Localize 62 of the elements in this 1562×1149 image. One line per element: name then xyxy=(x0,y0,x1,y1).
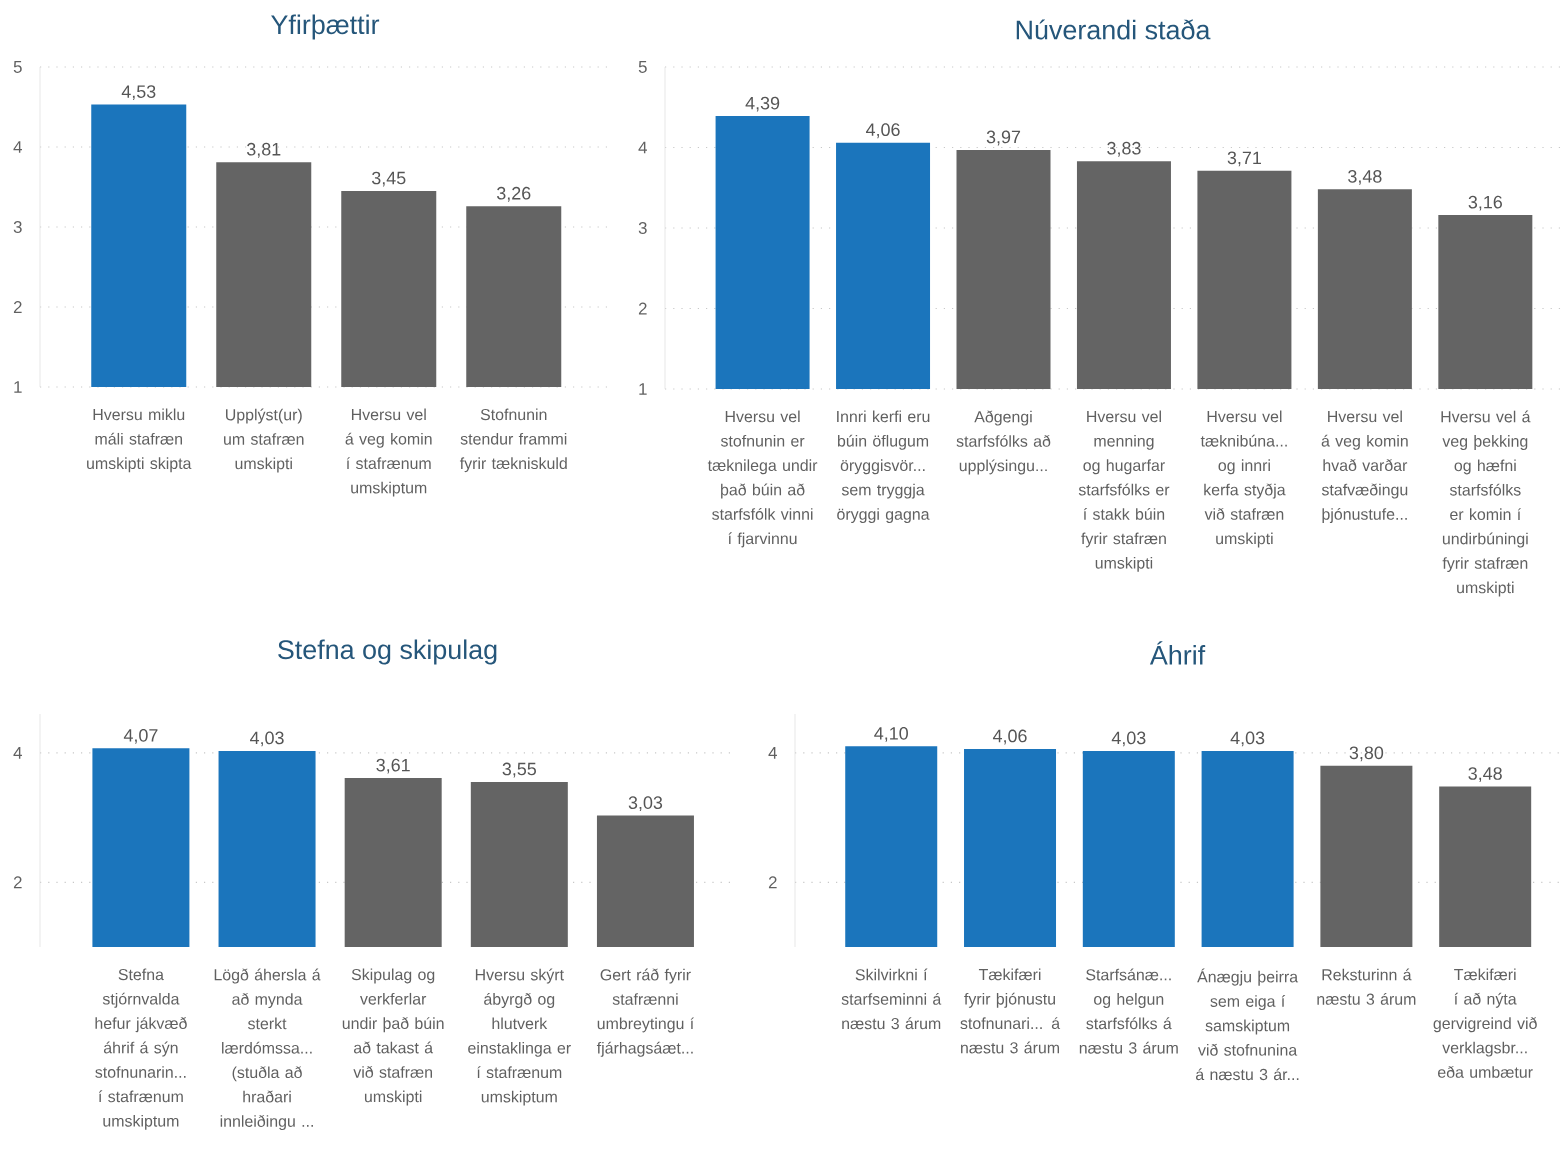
y-tick-label: 4 xyxy=(638,141,647,154)
y-tick-label: 2 xyxy=(13,876,22,889)
data-label: 3,71 xyxy=(1227,151,1261,167)
y-tick-label: 5 xyxy=(638,61,647,73)
data-label: 3,55 xyxy=(502,762,537,778)
y-tick-label: 3 xyxy=(13,220,22,233)
data-label: 3,03 xyxy=(628,796,663,812)
data-label: 3,45 xyxy=(371,171,406,187)
data-label: 3,61 xyxy=(376,758,410,774)
data-label: 4,39 xyxy=(745,96,780,112)
x-tick-label: Aðgengi starfsfólks að upplýsingu... xyxy=(956,410,1051,475)
x-tick-label: Hversu vel á veg þekking og hæfni starfsfólks er komin í undirbúningi fyrir stafræn umskipti xyxy=(1441,410,1531,597)
x-tick-label: Skilvirkni í starfseminni á næstu 3 árum xyxy=(841,968,942,1030)
chart-title: Yfirþættir xyxy=(271,14,380,40)
data-label: 4,07 xyxy=(123,728,158,744)
y-tick-label: 1 xyxy=(639,383,647,395)
chart-title: Núverandi staða xyxy=(1016,19,1211,40)
x-tick-label: Upplýst(ur) um stafræn umskipti xyxy=(224,408,304,473)
data-label: 3,26 xyxy=(496,186,531,202)
x-tick-label: Skipulag og verkferlar undir það búin að takast á við stafræn umskipti xyxy=(342,968,444,1106)
data-label: 3,80 xyxy=(1349,746,1384,762)
y-tick-label: 2 xyxy=(13,301,22,313)
data-label: 4,03 xyxy=(250,731,284,747)
x-tick-label: Hversu vel á veg komin í stafrænum umskiptum xyxy=(345,408,432,497)
y-tick-label: 4 xyxy=(768,747,777,759)
x-tick-label: Hversu vel tæknibúna... og innri kerfa styðja við stafræn umskipti xyxy=(1200,410,1287,548)
data-label: 4,10 xyxy=(874,727,908,742)
x-tick-label: Hversu vel á veg komin hvað varðar stafvæðingu þjónustufe... xyxy=(1321,410,1408,524)
y-tick-label: 2 xyxy=(638,302,647,315)
data-label: 3,81 xyxy=(246,142,281,158)
x-tick-label: Innri kerfi eru búin öflugum öryggisvör... sem tryggja öryggi gagna xyxy=(837,410,930,524)
x-tick-label: Starfsánæ... og helgun starfsfólks á næstu 3 árum xyxy=(1079,968,1178,1054)
x-tick-label: Tækifæri í að nýta gervigreind við verklagsbr... eða umbætur xyxy=(1433,968,1537,1078)
x-tick-label: Reksturinn á næstu 3 árum xyxy=(1317,968,1416,1005)
data-label: 4,53 xyxy=(121,85,156,101)
data-label: 3,97 xyxy=(986,130,1021,146)
x-tick-label: Hversu vel menning og hugarfar starfsfólks er í stakk búin fyrir stafræn umskipti xyxy=(1078,410,1170,572)
x-tick-label: Stofnunin stendur frammi fyrir tækniskuld xyxy=(459,408,567,473)
data-label: 4,06 xyxy=(992,729,1027,745)
data-label: 4,06 xyxy=(865,123,900,139)
x-tick-label: Hversu miklu máli stafræn umskipti skipta xyxy=(87,408,192,473)
y-tick-label: 4 xyxy=(13,141,22,153)
y-tick-label: 4 xyxy=(13,747,22,759)
x-tick-label: Tækifæri fyrir þjónustu stofnunari... á næstu 3 árum xyxy=(960,968,1061,1054)
y-tick-label: 3 xyxy=(638,221,647,234)
chart-title: Áhrif xyxy=(1149,641,1206,665)
x-tick-label: Stefna stjórnvalda hefur jákvæð áhrif á sýn stofnunarin... í stafrænum umskiptum xyxy=(95,968,187,1130)
x-tick-label: Hversu skýrt ábyrgð og hlutverk einstaklinga er í stafrænum umskiptum xyxy=(468,968,571,1106)
x-tick-label: Ánægju þeirra sem eiga í samskiptum við stofnunina á næstu 3 ár... xyxy=(1195,968,1299,1081)
chart-title: Stefna og skipulag xyxy=(278,639,497,665)
data-label: 3,48 xyxy=(1468,767,1502,782)
x-tick-label: Lögð áhersla á að mynda sterkt lærdómssa... (stuðla að hraðari innleiðingu ... xyxy=(214,968,321,1131)
data-label: 4,03 xyxy=(1111,731,1146,747)
data-label: 3,16 xyxy=(1468,195,1502,211)
y-tick-label: 5 xyxy=(13,61,22,73)
data-label: 3,48 xyxy=(1348,170,1382,185)
x-tick-label: Hversu vel stofnunin er tæknilega undir það búin að starfsfólk vinni í fjarvinnu xyxy=(707,410,818,548)
y-tick-label: 2 xyxy=(768,876,777,889)
y-tick-label: 1 xyxy=(14,381,22,393)
data-label: 4,03 xyxy=(1230,731,1265,747)
data-label: 3,83 xyxy=(1107,141,1141,157)
x-tick-label: Gert ráð fyrir stafrænni umbreytingu í fjárhagsáæt... xyxy=(596,968,695,1057)
